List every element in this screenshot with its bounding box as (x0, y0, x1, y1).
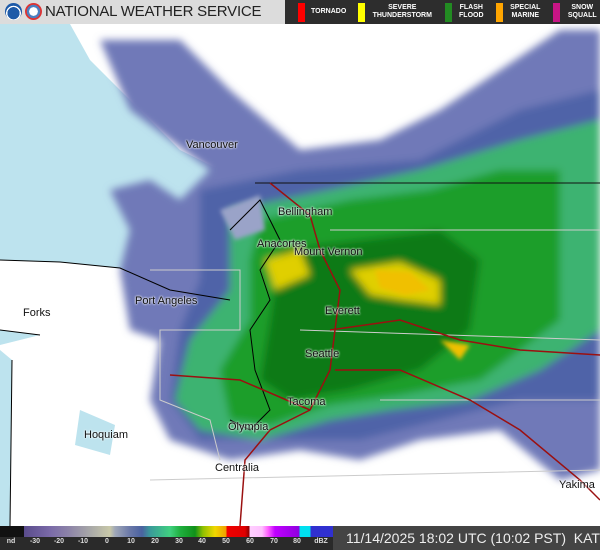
warning-label: SNOW SQUALL (567, 4, 597, 19)
warning-label: SEVERE THUNDERSTORM (372, 4, 432, 19)
city-label: Tacoma (287, 396, 326, 408)
warning-snow-squall: SNOW SQUALL (553, 2, 598, 22)
logos (5, 3, 42, 20)
nws-logo (25, 3, 42, 20)
noaa-logo (5, 3, 22, 20)
coastline (0, 199, 281, 527)
swatch (298, 2, 305, 22)
city-label: Hoquiam (84, 429, 129, 441)
tick-label: 40 (198, 538, 206, 545)
tick-label: -20 (53, 538, 65, 545)
footer: nd -30 -20 -10 0 10 20 30 40 50 60 70 80… (0, 526, 600, 550)
warning-legend: TORNADO SEVERE THUNDERSTORM FLASH FLOOD … (285, 0, 600, 24)
tick-label: 60 (246, 538, 254, 545)
warning-flash-flood: FLASH FLOOD (445, 2, 484, 22)
tick-label: nd (6, 538, 16, 545)
dbz-labels: nd -30 -20 -10 0 10 20 30 40 50 60 70 80… (0, 537, 333, 550)
tick-label: 70 (270, 538, 278, 545)
highways (169, 182, 600, 527)
tick-label: dBZ (314, 538, 328, 545)
swatch (496, 2, 504, 22)
warning-special-marine: SPECIAL MARINE (496, 2, 541, 22)
warning-label: TORNADO (311, 8, 347, 15)
header: NATIONAL WEATHER SERVICE TORNADO SEVERE … (0, 0, 600, 24)
tick-label: 80 (293, 538, 301, 545)
city-label: Port Angeles (135, 295, 198, 307)
city-label: Yakima (559, 479, 595, 491)
tick-label: 30 (175, 538, 183, 545)
swatch (553, 2, 561, 22)
warning-label: FLASH FLOOD (459, 4, 484, 19)
warning-tornado: TORNADO (298, 2, 347, 22)
city-label: Mount Vernon (294, 246, 363, 258)
city-label: Vancouver (186, 139, 238, 151)
radar-svg (0, 24, 600, 527)
city-label: Centralia (215, 462, 260, 474)
tick-label: 0 (105, 538, 109, 545)
swatch (445, 2, 453, 22)
app-title: NATIONAL WEATHER SERVICE (45, 3, 262, 20)
borders (149, 229, 600, 481)
warning-severe-thunderstorm: SEVERE THUNDERSTORM (358, 2, 433, 22)
tick-label: 50 (222, 538, 230, 545)
city-label: Seattle (305, 348, 340, 360)
timestamp: 11/14/2025 18:02 UTC (10:02 PST) KATX (346, 530, 600, 546)
dbz-color-scale (0, 526, 333, 537)
city-label: Bellingham (278, 206, 333, 218)
station-id: KATX (573, 530, 600, 546)
tick-label: 10 (127, 538, 135, 545)
city-label: Anacortes (257, 238, 307, 250)
warning-label: SPECIAL MARINE (510, 4, 541, 19)
swatch (358, 2, 366, 22)
tick-label: 20 (151, 538, 159, 545)
radar-map[interactable]: Vancouver Bellingham Anacortes Mount Ver… (0, 24, 600, 527)
time-text: 11/14/2025 18:02 UTC (10:02 PST) (346, 530, 566, 546)
tick-label: -30 (29, 538, 41, 545)
city-label: Forks (23, 307, 51, 319)
city-label: Everett (325, 305, 360, 317)
tick-label: -10 (77, 538, 89, 545)
city-label: Olympia (228, 421, 269, 433)
